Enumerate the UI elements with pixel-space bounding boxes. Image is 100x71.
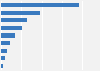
Bar <box>1 56 5 60</box>
Bar <box>1 26 22 30</box>
Bar <box>1 3 79 7</box>
Bar <box>1 41 10 45</box>
Bar <box>1 49 7 53</box>
Bar <box>1 33 15 38</box>
Bar <box>1 18 27 22</box>
Bar <box>1 11 40 15</box>
Bar <box>1 64 3 68</box>
